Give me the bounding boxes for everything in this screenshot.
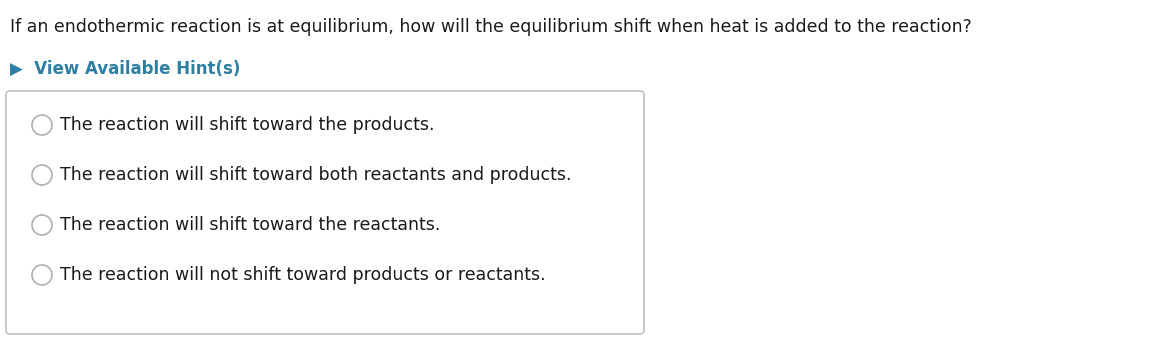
- Ellipse shape: [32, 215, 52, 235]
- Ellipse shape: [32, 265, 52, 285]
- FancyBboxPatch shape: [6, 91, 644, 334]
- Text: The reaction will not shift toward products or reactants.: The reaction will not shift toward produ…: [60, 266, 546, 284]
- Text: ▶  View Available Hint(s): ▶ View Available Hint(s): [10, 60, 240, 78]
- Text: If an endothermic reaction is at equilibrium, how will the equilibrium shift whe: If an endothermic reaction is at equilib…: [10, 18, 972, 36]
- Text: The reaction will shift toward both reactants and products.: The reaction will shift toward both reac…: [60, 166, 571, 184]
- Ellipse shape: [32, 115, 52, 135]
- Text: The reaction will shift toward the reactants.: The reaction will shift toward the react…: [60, 216, 440, 234]
- Text: The reaction will shift toward the products.: The reaction will shift toward the produ…: [60, 116, 435, 134]
- Ellipse shape: [32, 165, 52, 185]
